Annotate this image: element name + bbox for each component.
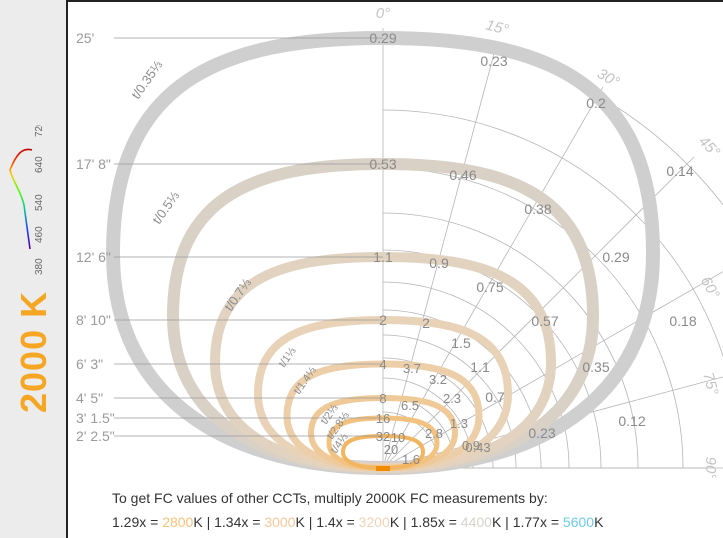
conversion-unit: K bbox=[389, 514, 400, 530]
center-value: 0.53 bbox=[369, 156, 396, 172]
angle-label: 60° bbox=[697, 274, 723, 302]
center-value: 16 bbox=[376, 411, 390, 426]
ring-value: 1.5 bbox=[451, 335, 471, 351]
distance-label: 3' 1.5" bbox=[76, 410, 115, 426]
distance-label: 2' 2.5" bbox=[76, 428, 115, 444]
conversion-separator: | bbox=[399, 514, 411, 530]
ring-value: 20 bbox=[384, 442, 398, 457]
light-source bbox=[376, 466, 390, 471]
distance-label: 17' 8" bbox=[76, 156, 111, 172]
ring-value: 0.18 bbox=[669, 313, 696, 329]
conversion-separator: | bbox=[501, 514, 513, 530]
ring-value: 0.14 bbox=[666, 163, 693, 179]
angle-label: 15° bbox=[484, 17, 510, 39]
ring-value: 3.7 bbox=[403, 361, 421, 376]
ring-value: 0.35 bbox=[582, 359, 609, 375]
angle-label: 0° bbox=[376, 5, 390, 22]
distance-label: 4' 5" bbox=[76, 390, 103, 406]
ring-value: 0.7 bbox=[485, 389, 505, 405]
distance-label: 12' 6" bbox=[76, 249, 111, 265]
ring-value: 2.8 bbox=[425, 426, 443, 441]
ring-value: 0.38 bbox=[524, 201, 551, 217]
ring-value: 3.2 bbox=[429, 372, 447, 387]
ring-value: 0.2 bbox=[586, 95, 606, 111]
conversion-cct: 2800 bbox=[162, 514, 194, 530]
grid-radial-75 bbox=[382, 376, 723, 469]
conversion-factor: 1.29x = bbox=[112, 514, 163, 530]
conversion-factor: 1.85x = bbox=[410, 514, 461, 530]
ring-value: 2.3 bbox=[443, 391, 461, 406]
distance-label: 25' bbox=[76, 30, 94, 46]
conversion-factor: 1.77x = bbox=[512, 514, 563, 530]
beam-label: t/0.5⅓ bbox=[149, 188, 182, 226]
conversion-factor: 1.34x = bbox=[214, 514, 265, 530]
ring-value: 0.29 bbox=[602, 249, 629, 265]
ring-value: 1.3 bbox=[450, 416, 468, 431]
beam-label: t/1⅓ bbox=[277, 345, 299, 369]
sidebar-panel: 380 460 540 640 720 2000 K bbox=[0, 0, 68, 538]
conversion-separator: | bbox=[202, 514, 215, 530]
conversion-factors: 1.29x = 2800K | 1.34x = 3000K | 1.4x = 3… bbox=[112, 510, 603, 534]
conversion-unit: K bbox=[295, 514, 305, 530]
center-value: 8 bbox=[379, 391, 386, 406]
angle-label: 90° bbox=[702, 457, 719, 478]
ring-value: 0.23 bbox=[480, 53, 507, 69]
ring-value: 0.9 bbox=[429, 255, 449, 271]
grid-radial-60 bbox=[382, 271, 723, 469]
conversion-unit: K bbox=[594, 514, 604, 530]
ring-value: 0.57 bbox=[531, 313, 558, 329]
conversion-unit: K bbox=[491, 514, 502, 530]
center-value: 0.29 bbox=[369, 30, 396, 46]
ring-value: 1.1 bbox=[470, 359, 490, 375]
conversion-unit: K bbox=[193, 514, 203, 530]
conversion-cct: 5600 bbox=[562, 514, 595, 530]
ring-value: 0.46 bbox=[449, 167, 476, 183]
cct-value: 2000 K bbox=[13, 291, 54, 413]
spectrum-tick-540: 540 bbox=[34, 194, 45, 211]
ring-value: 6.5 bbox=[401, 398, 419, 413]
top-border bbox=[66, 0, 723, 2]
spectrum-tick-460: 460 bbox=[34, 226, 45, 243]
ring-value: 0.12 bbox=[618, 413, 645, 429]
center-value: 4 bbox=[379, 357, 386, 372]
ring-value: 0.23 bbox=[528, 425, 555, 441]
angle-label: 45° bbox=[695, 133, 723, 161]
spectrum-graph: 380 460 540 640 720 bbox=[9, 125, 45, 275]
cct-label: 2000 K bbox=[13, 291, 54, 413]
angle-label: 30° bbox=[594, 65, 622, 91]
distance-label: 8' 10" bbox=[76, 312, 111, 328]
conversion-separator: | bbox=[304, 514, 317, 530]
conversion-cct: 3200 bbox=[358, 514, 390, 530]
conversion-factor: 1.4x = bbox=[316, 514, 359, 530]
ring-value: 10 bbox=[391, 430, 405, 445]
conversion-cct: 4400 bbox=[460, 514, 492, 530]
distance-label: 6' 3" bbox=[76, 356, 103, 372]
ring-value: 0.9 bbox=[462, 438, 480, 453]
ring-value: 0.75 bbox=[476, 279, 503, 295]
center-value: 32 bbox=[376, 429, 390, 444]
beam-label: t/0.7⅓ bbox=[221, 275, 254, 313]
beam-label: t/1.4⅓ bbox=[292, 365, 319, 397]
spectrum-tick-720: 720 bbox=[34, 125, 45, 137]
ring-value: 2 bbox=[422, 315, 430, 331]
spectrum-tick-380: 380 bbox=[34, 258, 45, 275]
spectrum-tick-640: 640 bbox=[34, 156, 45, 173]
conversion-cct: 3000 bbox=[264, 514, 296, 530]
spectrum-tick-labels: 380 460 540 640 720 bbox=[34, 125, 45, 275]
ring-value: 0.43 bbox=[465, 440, 490, 455]
conversion-intro: To get FC values of other CCTs, multiply… bbox=[112, 490, 548, 506]
center-value: 2 bbox=[379, 312, 387, 328]
center-value: 1.1 bbox=[373, 249, 393, 265]
isofootcandle-chart: 0° 15° 30° 45° 60° 75° 90° 25' 0.29 17' 8" 0.53 12'… bbox=[76, 5, 723, 478]
ring-value: 1.6 bbox=[402, 452, 420, 467]
conversion-note: To get FC values of other CCTs, multiply… bbox=[112, 486, 603, 534]
angle-label: 75° bbox=[699, 371, 721, 397]
spectrum-curve bbox=[9, 148, 33, 250]
